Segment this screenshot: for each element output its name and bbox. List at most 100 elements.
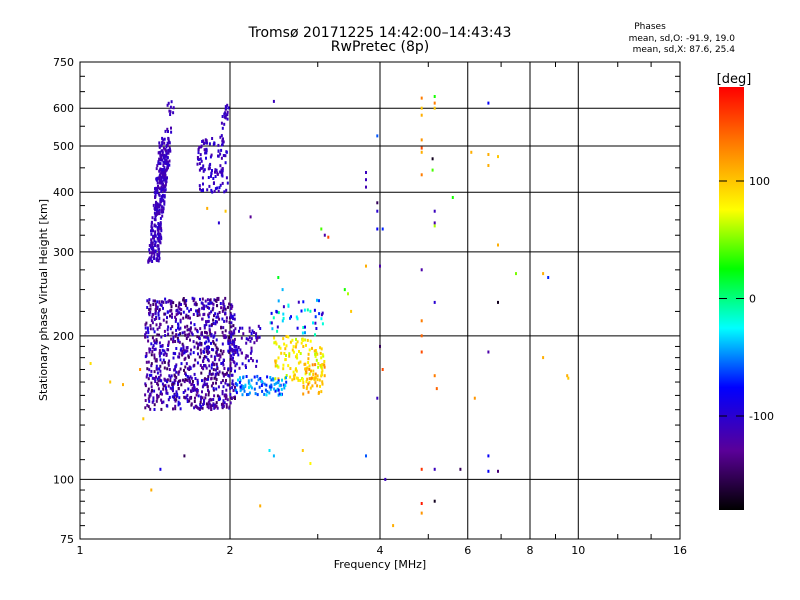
data-point <box>209 155 212 159</box>
data-point <box>168 140 171 144</box>
data-point <box>205 340 208 344</box>
data-point <box>175 370 178 374</box>
data-point <box>221 317 224 321</box>
data-point <box>198 168 201 172</box>
data-point <box>161 153 164 157</box>
data-point <box>301 377 304 381</box>
data-point <box>186 346 189 349</box>
data-point <box>231 342 234 346</box>
data-point <box>208 364 211 368</box>
data-point <box>169 327 172 331</box>
data-point <box>228 331 231 335</box>
data-point <box>208 166 211 170</box>
data-point <box>221 139 224 143</box>
data-point <box>196 390 199 394</box>
data-point <box>321 373 324 377</box>
data-point <box>163 141 166 145</box>
data-point <box>214 375 217 379</box>
data-point <box>162 384 165 388</box>
data-point <box>190 331 193 335</box>
data-point <box>168 148 171 151</box>
data-point <box>155 190 158 194</box>
data-point <box>230 330 233 334</box>
data-point <box>187 316 190 320</box>
data-point <box>230 303 233 307</box>
data-point <box>211 137 214 140</box>
data-point <box>231 349 234 353</box>
data-point <box>231 386 234 390</box>
data-point <box>219 164 222 168</box>
data-point <box>277 380 280 384</box>
data-point <box>295 376 298 380</box>
data-point <box>211 348 213 351</box>
data-point <box>186 367 189 371</box>
data-point <box>221 405 224 409</box>
data-point <box>174 340 177 343</box>
data-point <box>185 349 187 353</box>
data-point <box>186 393 189 397</box>
data-point <box>155 304 158 308</box>
data-point <box>199 348 202 352</box>
data-point <box>179 326 182 330</box>
data-point <box>204 393 207 397</box>
data-point <box>165 149 167 153</box>
data-point <box>284 384 287 387</box>
data-point <box>270 385 273 389</box>
data-point <box>239 326 241 330</box>
data-point <box>246 354 249 358</box>
data-point <box>222 334 225 338</box>
data-point <box>159 158 162 162</box>
data-point <box>213 298 216 302</box>
data-point <box>221 342 224 346</box>
data-point <box>235 383 238 387</box>
data-point <box>319 346 322 350</box>
data-point <box>155 339 158 343</box>
data-point <box>171 312 173 316</box>
data-point <box>172 335 175 339</box>
data-point <box>254 392 257 396</box>
data-point <box>156 371 159 375</box>
data-point <box>302 392 305 396</box>
data-point <box>274 389 277 393</box>
data-point <box>200 331 203 335</box>
data-point <box>205 139 208 143</box>
data-point <box>251 359 254 363</box>
data-point <box>289 375 292 379</box>
data-point <box>317 362 320 365</box>
data-point <box>175 333 178 337</box>
data-point <box>304 331 306 335</box>
data-point <box>189 366 192 370</box>
data-point <box>305 343 307 347</box>
data-point <box>203 324 206 328</box>
data-point <box>190 376 193 380</box>
y-tick-label: 400 <box>53 186 74 199</box>
data-point <box>200 395 202 399</box>
data-point <box>292 370 295 374</box>
data-point <box>178 340 181 344</box>
data-point <box>176 308 179 312</box>
data-point <box>205 377 208 381</box>
data-point <box>144 333 147 337</box>
data-point <box>222 306 225 310</box>
data-point <box>220 306 223 310</box>
data-point <box>199 297 201 301</box>
data-point <box>248 391 251 395</box>
data-point <box>168 395 171 399</box>
data-point <box>161 168 164 172</box>
data-point <box>274 364 277 368</box>
data-point <box>144 393 147 397</box>
data-point <box>245 354 248 358</box>
data-point <box>200 397 202 401</box>
data-point <box>198 162 201 166</box>
data-point <box>151 321 154 325</box>
data-point <box>182 310 185 314</box>
data-point <box>217 154 219 158</box>
data-point <box>215 338 218 342</box>
data-point <box>206 331 209 335</box>
data-point <box>160 209 163 213</box>
data-point <box>433 467 436 471</box>
data-point <box>222 302 225 306</box>
data-point <box>223 367 226 370</box>
data-point <box>220 362 223 365</box>
data-point <box>433 300 436 304</box>
